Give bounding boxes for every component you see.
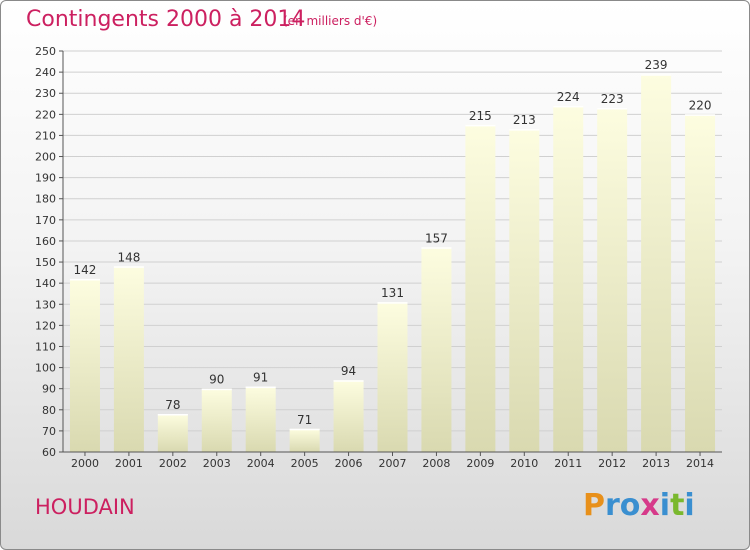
bar (289, 428, 320, 452)
bar (553, 105, 584, 452)
y-tick-label: 140 (35, 277, 56, 290)
proxiti-logo[interactable]: Proxiti (583, 488, 695, 523)
data-label: 131 (381, 286, 404, 300)
bar-top-highlight (421, 247, 452, 249)
x-tick-label: 2002 (159, 457, 187, 470)
bar-top-highlight (509, 129, 540, 131)
bar (377, 302, 408, 452)
bars: 142 148 78 90 91 71 94 131 157 215 213 224 223 239 220 (69, 58, 716, 453)
logo-letter: P (583, 488, 605, 523)
logo-letter: t (670, 488, 685, 523)
logo-letter: i (684, 488, 695, 523)
logo-letter: i (659, 488, 671, 523)
x-tick-label: 2011 (554, 457, 582, 470)
bar-top-highlight (289, 428, 320, 431)
x-tick-label: 2009 (466, 457, 494, 470)
y-tick-label: 190 (35, 172, 56, 185)
bar-top-highlight (333, 380, 364, 382)
bar-top-highlight (597, 107, 628, 110)
data-label: 71 (297, 413, 312, 427)
x-tick-label: 2001 (115, 457, 143, 470)
y-tick-label: 60 (42, 446, 56, 459)
bar (465, 124, 496, 453)
data-label: 224 (557, 90, 580, 104)
x-tick-label: 2014 (686, 457, 714, 470)
commune-name: HOUDAIN (35, 495, 135, 519)
bar-top-highlight (465, 124, 496, 127)
data-label: 142 (74, 263, 97, 277)
bar (333, 380, 364, 452)
data-label: 94 (341, 364, 356, 378)
bar-top-highlight (157, 414, 188, 416)
bar (113, 266, 144, 452)
chart-title: Contingents 2000 à 2014 (26, 7, 306, 32)
data-label: 239 (645, 58, 668, 72)
bar-top-highlight (245, 386, 276, 389)
bar-top-highlight (113, 266, 144, 268)
x-tick-label: 2006 (335, 457, 363, 470)
y-tick-label: 180 (35, 193, 56, 206)
data-label: 223 (601, 92, 624, 106)
data-label: 215 (469, 109, 492, 123)
bar (201, 388, 232, 452)
logo-letter: x (640, 488, 660, 523)
data-label: 78 (165, 398, 180, 412)
chart-unit-label: (en milliers d'€) (283, 14, 378, 28)
bar (69, 278, 100, 452)
data-label: 91 (253, 371, 268, 385)
x-tick-label: 2007 (379, 457, 407, 470)
y-tick-label: 80 (42, 404, 56, 417)
y-tick-label: 200 (35, 151, 56, 164)
bar-top-highlight (641, 74, 672, 76)
x-tick-label: 2013 (642, 457, 670, 470)
y-tick-label: 170 (35, 214, 56, 227)
logo-letter: r (605, 488, 620, 523)
y-tick-label: 100 (35, 362, 56, 375)
x-tick-label: 2005 (291, 457, 319, 470)
x-tick-label: 2004 (247, 457, 275, 470)
y-tick-label: 120 (35, 319, 56, 332)
bar-top-highlight (685, 114, 716, 116)
x-tick-label: 2003 (203, 457, 231, 470)
x-tick-label: 2012 (598, 457, 626, 470)
bar-top-highlight (201, 388, 232, 391)
bar (685, 114, 716, 452)
bar-top-highlight (553, 105, 584, 108)
y-tick-label: 150 (35, 256, 56, 269)
bar (597, 107, 628, 453)
y-tick-label: 130 (35, 298, 56, 311)
x-tick-label: 2008 (422, 457, 450, 470)
logo-letter: o (619, 488, 641, 523)
bar (421, 247, 452, 452)
bar-top-highlight (69, 278, 100, 281)
bar (509, 129, 540, 452)
x-tick-label: 2010 (510, 457, 538, 470)
y-tick-label: 160 (35, 235, 56, 248)
bar (157, 414, 188, 452)
y-tick-label: 220 (35, 108, 56, 121)
y-tick-label: 90 (42, 383, 56, 396)
data-label: 220 (689, 98, 712, 112)
x-tick-label: 2000 (71, 457, 99, 470)
data-label: 148 (117, 250, 140, 264)
y-tick-label: 110 (35, 340, 56, 353)
bar (641, 74, 672, 452)
data-label: 90 (209, 373, 224, 387)
y-tick-label: 240 (35, 66, 56, 79)
bar-top-highlight (377, 302, 408, 304)
data-label: 157 (425, 231, 448, 245)
y-tick-label: 230 (35, 87, 56, 100)
y-tick-label: 70 (42, 425, 56, 438)
y-tick-label: 210 (35, 129, 56, 142)
bar (245, 386, 276, 452)
y-tick-label: 250 (35, 45, 56, 58)
data-label: 213 (513, 113, 536, 127)
axes: 60 70 80 90 100 110 120 130 140 150 160 170 180 190 20… (35, 45, 722, 470)
